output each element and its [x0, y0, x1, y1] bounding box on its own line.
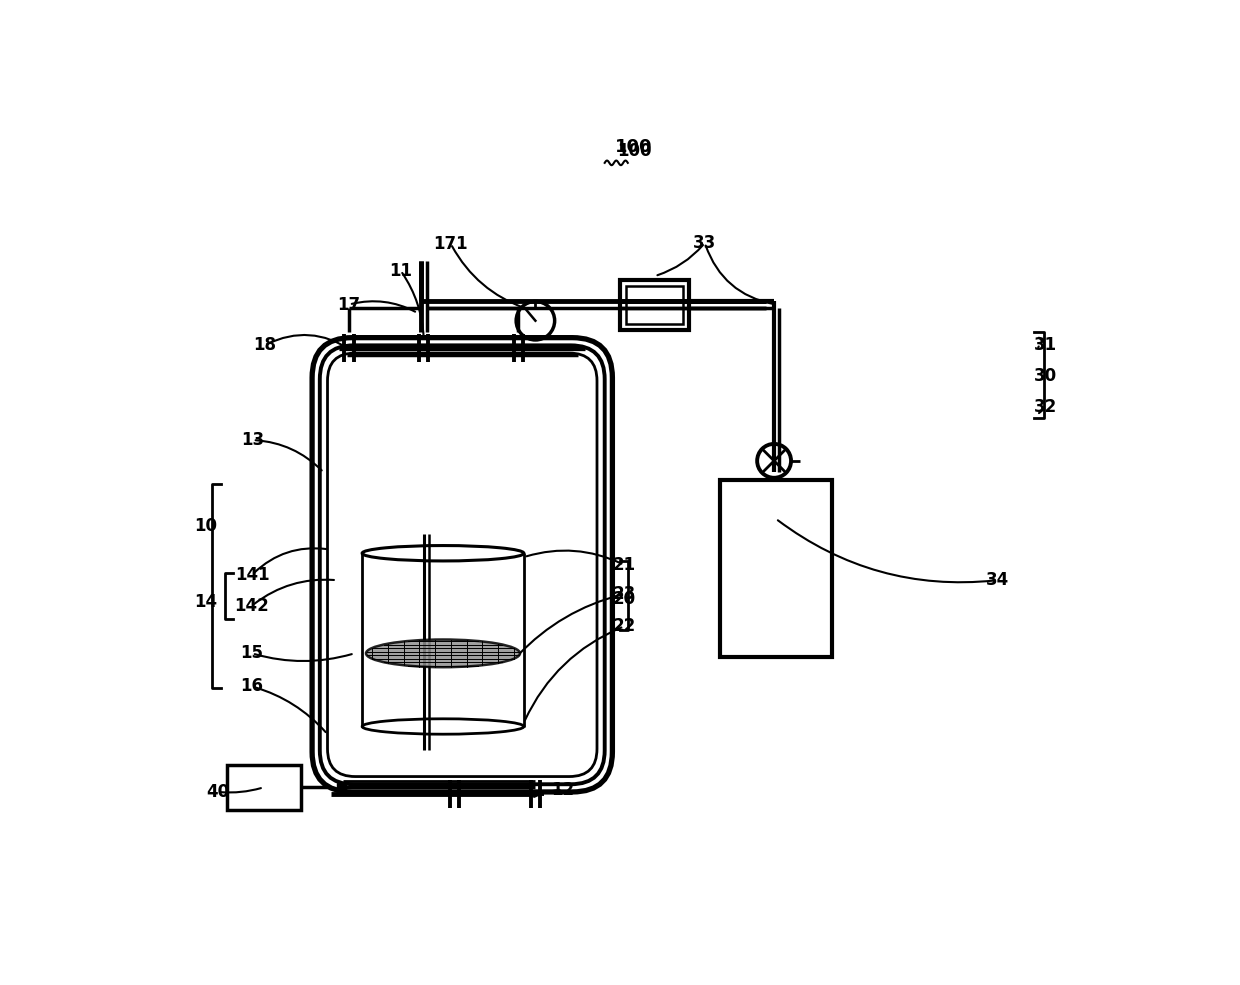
Text: 12: 12: [551, 781, 574, 799]
Text: 171: 171: [434, 234, 467, 253]
Text: 13: 13: [242, 431, 264, 449]
Text: 23: 23: [613, 585, 636, 603]
Text: 16: 16: [241, 678, 264, 695]
Text: 100: 100: [616, 142, 651, 160]
Text: 34: 34: [986, 571, 1009, 589]
Text: 18: 18: [253, 336, 275, 355]
Bar: [626, 286, 683, 324]
Text: 14: 14: [195, 593, 217, 611]
Text: 100: 100: [615, 139, 652, 157]
Text: 33: 33: [693, 234, 717, 252]
Text: 31: 31: [1034, 336, 1056, 355]
Text: 142: 142: [234, 597, 269, 615]
Text: 11: 11: [389, 262, 412, 280]
Bar: [720, 480, 832, 657]
Bar: [620, 280, 689, 330]
Text: 141: 141: [234, 565, 269, 584]
Text: 21: 21: [613, 556, 636, 574]
Text: 22: 22: [613, 618, 636, 635]
Bar: [227, 765, 300, 810]
Ellipse shape: [366, 639, 520, 667]
Text: 30: 30: [1034, 367, 1056, 385]
Text: 20: 20: [613, 590, 636, 609]
Text: 10: 10: [195, 517, 217, 535]
Bar: [337, 783, 346, 794]
Text: 15: 15: [241, 644, 264, 662]
Text: 17: 17: [337, 296, 361, 313]
Text: 32: 32: [1033, 398, 1056, 416]
Text: 40: 40: [207, 783, 229, 801]
